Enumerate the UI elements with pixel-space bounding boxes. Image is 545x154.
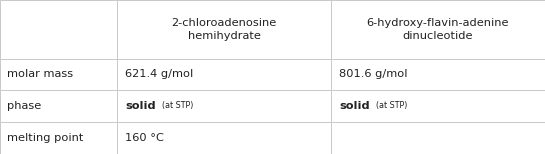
Text: phase: phase	[7, 101, 41, 111]
Text: 801.6 g/mol: 801.6 g/mol	[339, 69, 408, 79]
Text: (at STP): (at STP)	[162, 101, 194, 110]
Text: (at STP): (at STP)	[376, 101, 408, 110]
Text: melting point: melting point	[7, 133, 83, 143]
Text: 2-chloroadenosine
hemihydrate: 2-chloroadenosine hemihydrate	[171, 18, 277, 41]
Text: solid: solid	[125, 101, 156, 111]
Text: solid: solid	[339, 101, 370, 111]
Text: 160 °C: 160 °C	[125, 133, 164, 143]
Text: 621.4 g/mol: 621.4 g/mol	[125, 69, 193, 79]
Text: 6-hydroxy-flavin-adenine
dinucleotide: 6-hydroxy-flavin-adenine dinucleotide	[367, 18, 509, 41]
Text: molar mass: molar mass	[7, 69, 72, 79]
